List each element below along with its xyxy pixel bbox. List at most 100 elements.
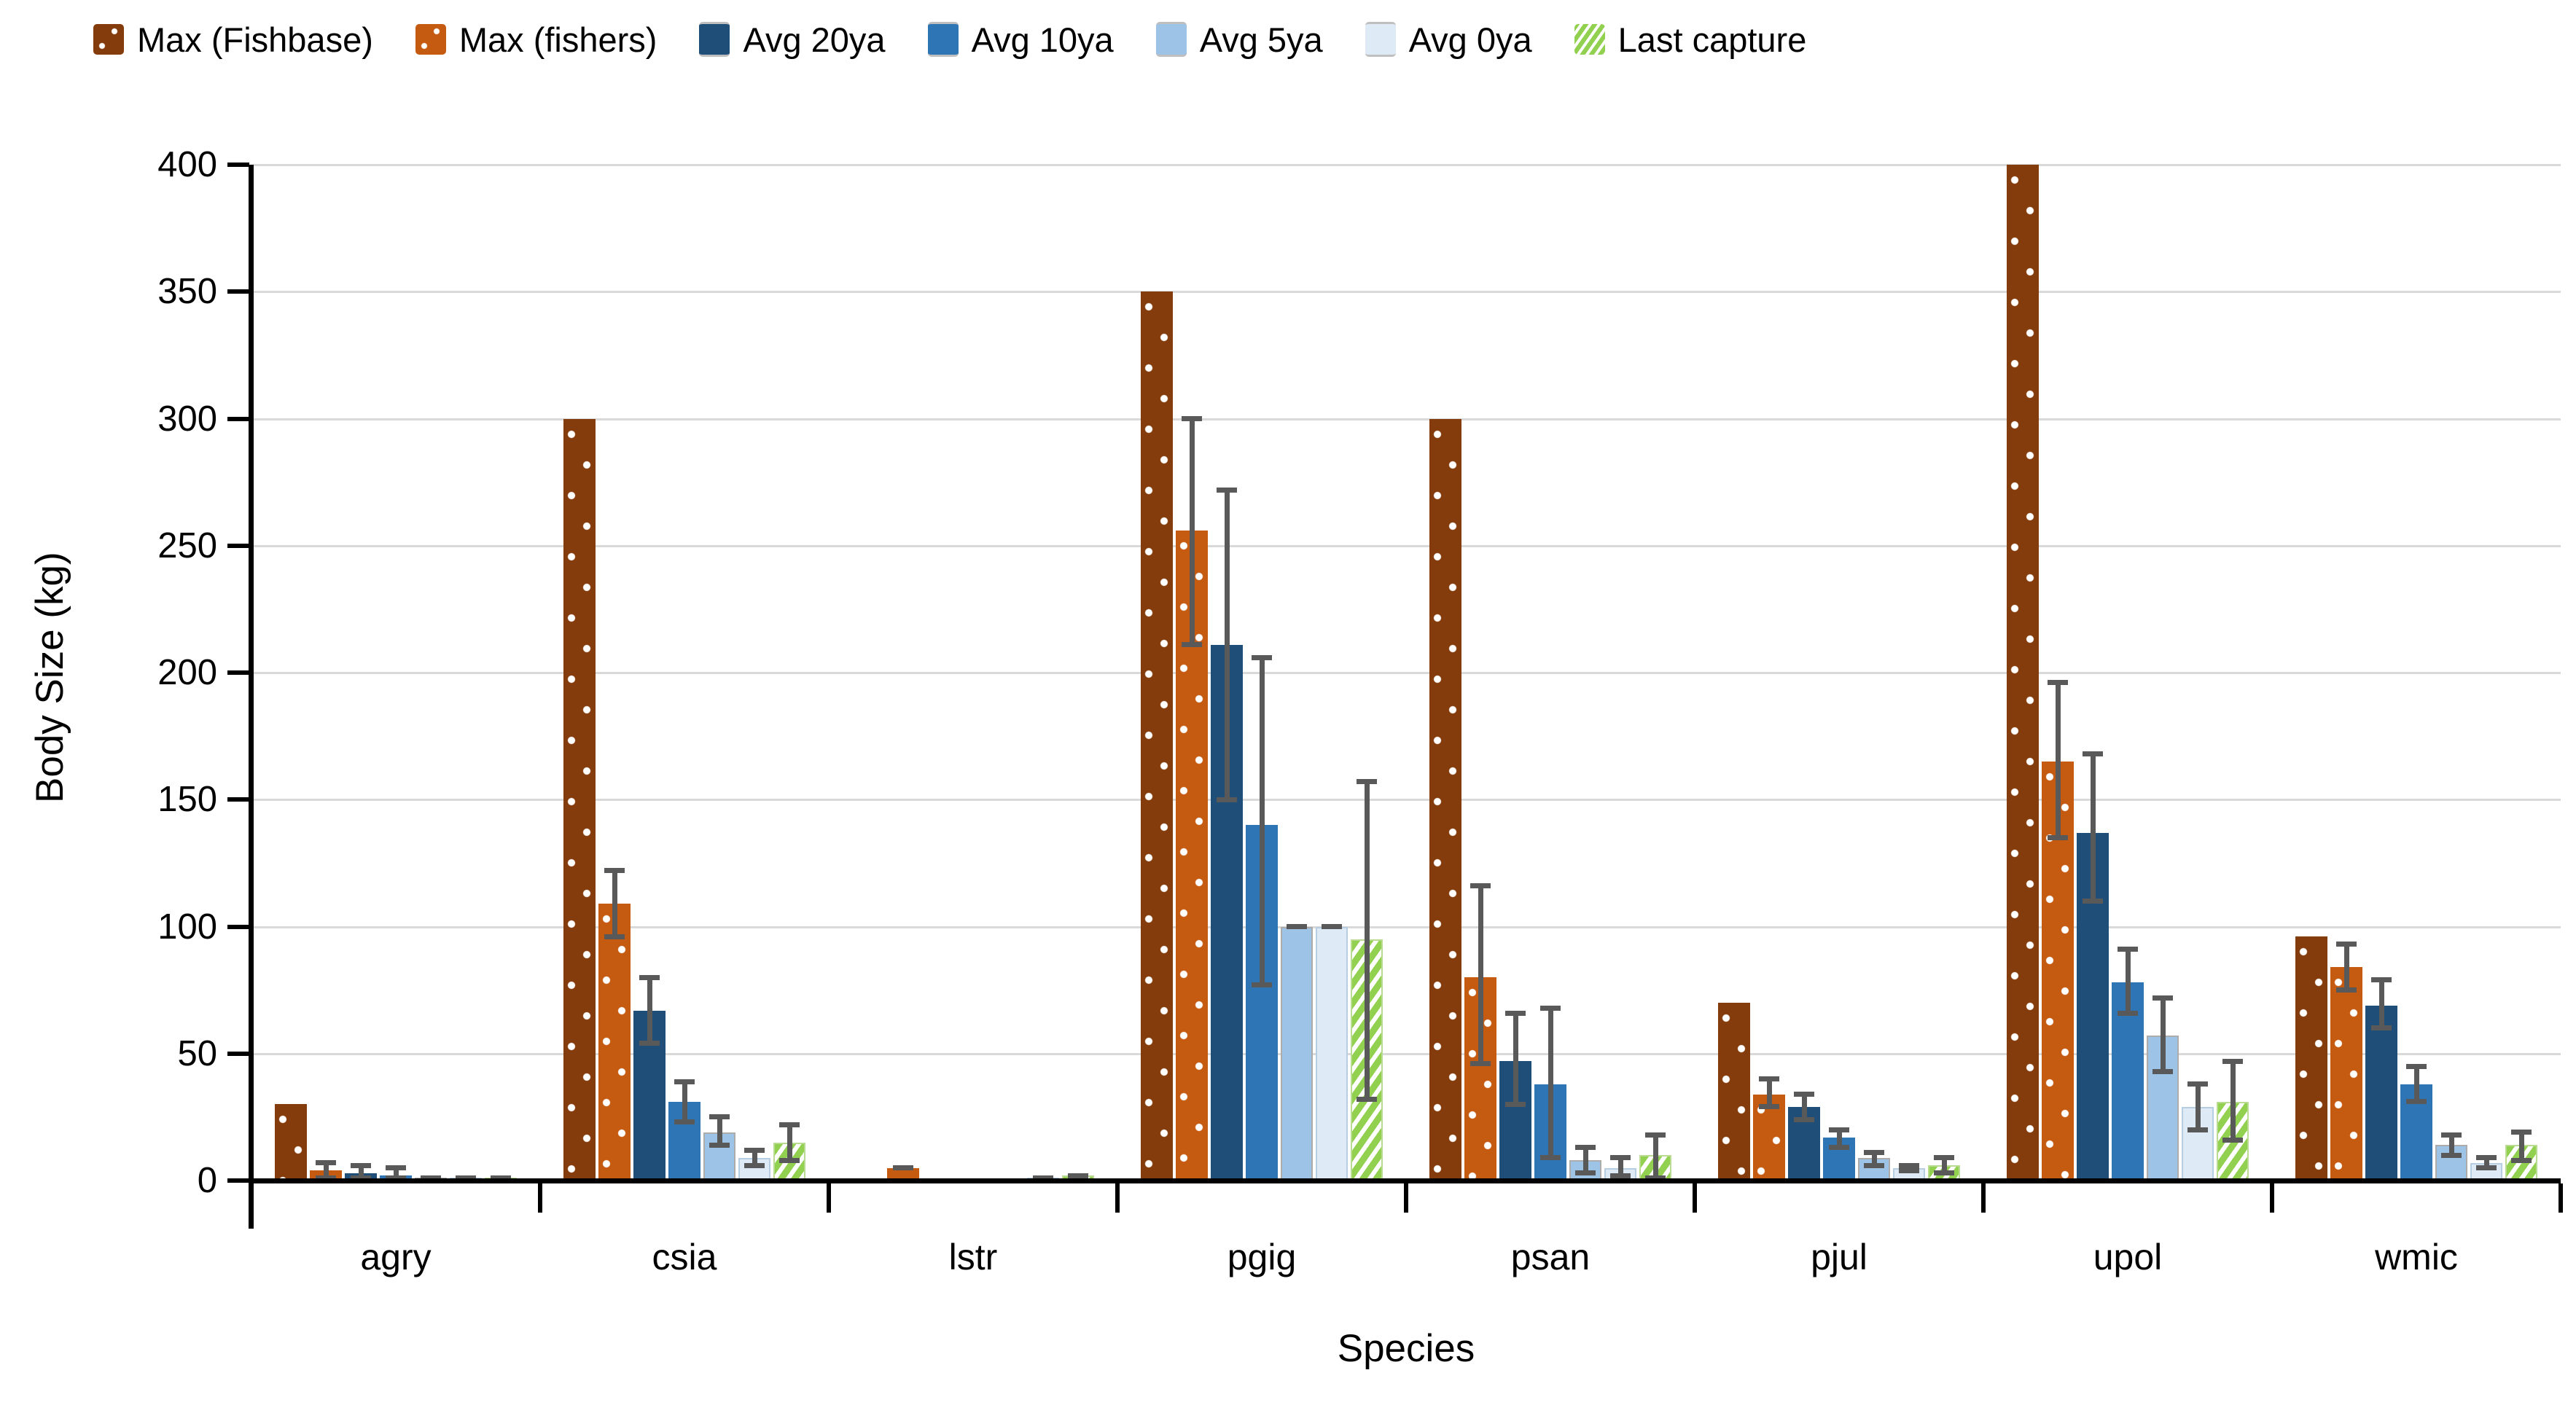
error-cap-bottom-csia-avg0 [744,1162,765,1168]
x-axis-boundary-tick [1693,1183,1697,1213]
error-cap-bottom-pgig-last [1357,1096,1377,1102]
error-cap-top-agry-avg10 [386,1165,406,1171]
bar-slot-pgig-fishers [1176,165,1208,1181]
x-category-label-wmic: wmic [2375,1237,2458,1277]
error-cap-bottom-pjul-avg10 [1829,1145,1849,1151]
y-tick-label-150: 150 [157,780,217,820]
y-tick-300 [227,416,249,421]
bar-slot-pjul-avg5 [1858,165,1890,1181]
bar-slot-csia-avg5 [703,165,735,1181]
legend-label-avg5: Avg 5ya [1199,20,1323,59]
error-cap-top-csia-avg10 [674,1079,695,1084]
y-tick-150 [227,797,249,802]
gridline-250 [253,544,2561,547]
x-category-label-agry: agry [360,1237,432,1277]
error-cap-top-pjul-avg10 [1829,1127,1849,1132]
bar-slot-csia-fishbase [563,165,596,1181]
legend-item-avg0: Avg 0ya [1365,22,1532,57]
x-axis-title: Species [1337,1327,1475,1370]
bar-upol-fishbase [2007,165,2039,1181]
error-cap-bottom-csia-last [779,1157,800,1163]
error-cap-top-psan-avg20 [1505,1010,1526,1016]
error-cap-bottom-wmic-fishers [2336,987,2357,993]
bar-group-csia [540,165,829,1181]
error-bar-upol-avg0 [2195,1084,2201,1130]
error-cap-bottom-pgig-fishers [1182,642,1202,648]
gridline-200 [253,672,2561,674]
error-cap-bottom-pgig-avg20 [1217,797,1237,802]
bar-slot-csia-avg0 [738,165,770,1181]
y-tick-label-50: 50 [177,1033,217,1073]
error-cap-bottom-pjul-avg0 [1899,1167,1919,1173]
bar-csia-fishers [598,904,631,1181]
bar-slot-upol-last [2217,165,2249,1181]
error-cap-bottom-csia-fishers [604,934,625,939]
error-cap-top-pgig-avg20 [1217,487,1237,493]
legend-item-fishbase: Max (Fishbase) [93,23,373,57]
error-bar-wmic-avg10 [2413,1066,2419,1102]
legend-label-avg10: Avg 10ya [971,20,1114,59]
bar-slot-pgig-avg5 [1281,165,1313,1181]
bar-slot-pgig-fishbase [1141,165,1173,1181]
error-bar-csia-avg0 [752,1150,757,1166]
error-cap-bottom-agry-avg20 [351,1175,371,1181]
error-cap-top-pjul-fishers [1759,1076,1779,1082]
error-cap-agry-avg0 [456,1175,476,1181]
error-cap-top-wmic-last [2511,1130,2532,1135]
error-cap-top-csia-avg0 [744,1147,765,1153]
error-bar-csia-avg20 [647,977,652,1044]
error-bar-wmic-fishers [2343,944,2349,990]
bar-slot-wmic-avg10 [2400,165,2432,1181]
legend-swatch-fishers-icon [415,24,446,55]
bar-slot-agry-last [485,165,517,1181]
bar-slot-pgig-avg0 [1316,165,1348,1181]
x-axis-boundary-tick [1404,1183,1408,1213]
bar-slot-agry-avg20 [345,165,377,1181]
error-cap-top-pjul-avg0 [1899,1162,1919,1168]
bar-pgig-avg0 [1316,926,1348,1181]
error-cap-lstr-fishers [893,1165,913,1171]
bar-slot-agry-avg5 [415,165,447,1181]
error-cap-top-upol-avg20 [2083,751,2103,757]
error-cap-top-pgig-fishers [1182,416,1202,421]
gridline-300 [253,418,2561,420]
legend-item-last: Last capture [1574,20,1807,59]
error-cap-top-pjul-avg5 [1864,1150,1884,1156]
bar-slot-upol-avg0 [2182,165,2214,1181]
legend-item-fishers: Max (fishers) [415,23,657,57]
error-bar-agry-avg10 [393,1167,399,1181]
error-cap-top-wmic-fishers [2336,942,2357,947]
x-axis-boundary-tick [2559,1183,2563,1213]
error-bar-agry-avg20 [358,1165,364,1178]
error-cap-top-csia-avg20 [639,974,660,980]
error-bar-psan-fishers [1478,885,1483,1064]
x-category-label-pjul: pjul [1811,1237,1867,1277]
bar-slot-wmic-avg20 [2365,165,2397,1181]
bar-slot-csia-avg20 [633,165,666,1181]
y-axis-line [249,165,254,1229]
x-category-label-psan: psan [1510,1237,1591,1277]
error-bar-csia-fishers [612,870,617,937]
gridline-400 [253,164,2561,166]
legend-label-last: Last capture [1617,20,1807,59]
bar-slot-upol-fishbase [2007,165,2039,1181]
bar-wmic-avg20 [2365,1005,2397,1181]
y-tick-label-350: 350 [157,272,217,312]
error-cap-bottom-pjul-last [1934,1170,1954,1176]
y-tick-400 [227,163,249,167]
error-bar-pjul-avg20 [1801,1094,1807,1120]
bar-group-upol [1983,165,2272,1181]
error-bar-pjul-avg10 [1836,1130,1842,1148]
x-category-label-csia: csia [652,1237,717,1277]
legend-swatch-avg10-icon [927,22,959,57]
y-tick-label-400: 400 [157,145,217,184]
error-cap-bottom-psan-avg5 [1575,1170,1596,1176]
error-cap-bottom-wmic-avg10 [2406,1099,2427,1105]
bar-slot-pjul-avg20 [1788,165,1820,1181]
bar-slot-pgig-avg20 [1211,165,1243,1181]
error-bar-psan-avg20 [1513,1013,1518,1105]
error-bar-pjul-last [1941,1157,1947,1173]
bar-slot-pjul-avg0 [1893,165,1925,1181]
bar-group-lstr [829,165,1117,1181]
